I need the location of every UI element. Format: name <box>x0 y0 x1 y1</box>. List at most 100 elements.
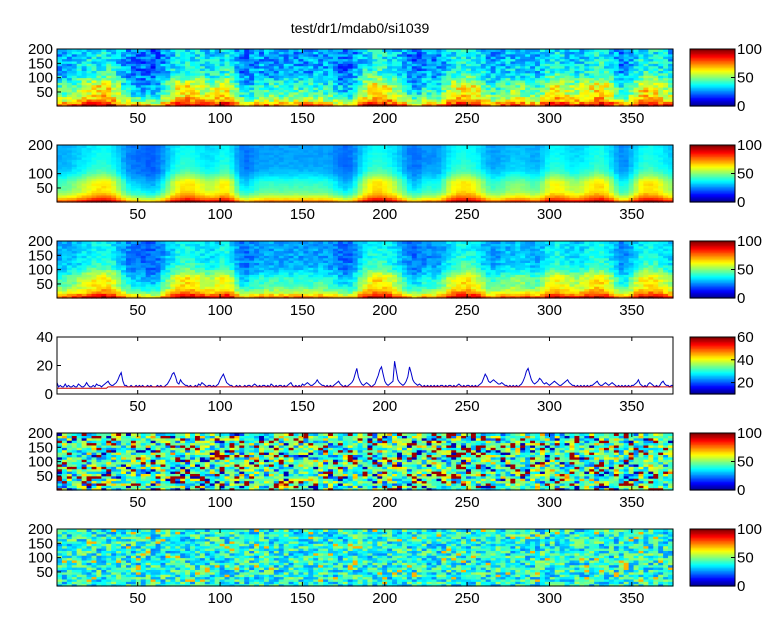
heatmap-cell <box>86 49 93 52</box>
heatmap-cell <box>461 94 467 98</box>
heatmap-cell <box>259 77 265 81</box>
heatmap-cell <box>298 63 304 67</box>
heatmap-cell <box>71 96 78 100</box>
heatmap-cell <box>229 60 236 64</box>
heatmap-cell <box>121 98 127 102</box>
heatmap-cell <box>520 77 526 81</box>
heatmap-cell <box>318 70 324 74</box>
heatmap-cell <box>406 87 413 90</box>
heatmap-cell <box>155 96 162 100</box>
heatmap-cell <box>229 82 236 86</box>
heatmap-cell <box>446 63 452 67</box>
heatmap-cell <box>387 103 393 107</box>
heatmap-cell <box>382 96 388 100</box>
heatmap-cell <box>357 98 364 102</box>
heatmap-cell <box>293 49 300 52</box>
heatmap-cell <box>57 58 63 62</box>
heatmap-cell <box>91 96 98 100</box>
heatmap-cell <box>475 72 482 76</box>
heatmap-cell <box>155 79 162 83</box>
heatmap-cell <box>91 79 98 83</box>
heatmap-cell <box>263 56 270 60</box>
heatmap-cell <box>485 58 492 62</box>
heatmap-cell <box>510 70 516 74</box>
heatmap-cell <box>288 58 295 62</box>
heatmap-cell <box>160 70 167 74</box>
heatmap-cell <box>367 84 373 88</box>
heatmap-cell <box>111 53 117 57</box>
heatmap-cell <box>293 103 300 107</box>
heatmap-cell <box>397 60 403 64</box>
heatmap-cell <box>303 84 309 88</box>
heatmap-cell <box>121 89 127 93</box>
heatmap-cell <box>397 65 403 69</box>
heatmap-cell <box>495 77 502 81</box>
heatmap-cell <box>76 82 83 86</box>
heatmap-cell <box>362 103 369 107</box>
heatmap-cell <box>234 70 240 74</box>
heatmap-cell <box>76 91 83 95</box>
heatmap-cell <box>268 82 275 86</box>
heatmap-cell <box>81 70 88 74</box>
heatmap-cell <box>180 98 186 102</box>
heatmap-cell <box>436 79 442 83</box>
heatmap-cell <box>466 58 472 62</box>
heatmap-cell <box>249 68 255 71</box>
heatmap-cell <box>421 98 428 102</box>
heatmap-cell <box>485 96 492 100</box>
heatmap-cell <box>347 68 354 71</box>
heatmap-cell <box>470 58 477 62</box>
heatmap-cell <box>466 70 472 74</box>
heatmap-cell <box>106 58 112 62</box>
heatmap-cell <box>431 94 438 98</box>
heatmap-cell <box>101 79 107 83</box>
heatmap-cell <box>254 77 260 81</box>
heatmap-cell <box>219 56 226 60</box>
heatmap-cell <box>66 84 73 88</box>
heatmap-cell <box>451 58 457 62</box>
heatmap-cell <box>318 84 324 88</box>
heatmap-cell <box>505 51 511 55</box>
heatmap-cell <box>116 101 122 105</box>
heatmap-cell <box>382 75 388 79</box>
heatmap-cell <box>219 63 226 67</box>
heatmap-cell <box>204 77 211 81</box>
heatmap-cell <box>268 77 275 81</box>
heatmap-cell <box>318 91 324 95</box>
heatmap-cell <box>510 101 516 105</box>
heatmap-cell <box>224 60 231 64</box>
heatmap-cell <box>96 79 102 83</box>
heatmap-cell <box>392 103 398 107</box>
heatmap-cell <box>392 49 398 52</box>
x-tick-label: 100 <box>208 110 233 127</box>
heatmap-cell <box>337 63 344 67</box>
heatmap-cell <box>357 77 364 81</box>
heatmap-cell <box>288 75 295 79</box>
heatmap-cell <box>466 49 472 52</box>
heatmap-cell <box>204 84 211 88</box>
heatmap-cell <box>57 49 63 52</box>
heatmap-cell <box>323 63 329 67</box>
heatmap-cell <box>81 84 88 88</box>
heatmap-cell <box>190 82 196 86</box>
heatmap-cell <box>406 65 413 69</box>
heatmap-cell <box>283 63 290 67</box>
heatmap-cell <box>204 51 211 55</box>
heatmap-cell <box>298 49 304 52</box>
heatmap-cell <box>382 98 388 102</box>
heatmap-cell <box>387 63 393 67</box>
heatmap-cell <box>416 79 423 83</box>
heatmap-cell <box>111 58 117 62</box>
heatmap-cell <box>259 101 265 105</box>
heatmap-cell <box>170 75 176 79</box>
heatmap-cell <box>278 60 285 64</box>
heatmap-cell <box>446 70 452 74</box>
heatmap-cell <box>165 56 171 60</box>
heatmap-cell <box>515 58 521 62</box>
heatmap-cell <box>278 70 285 74</box>
heatmap-cell <box>254 58 260 62</box>
heatmap-cell <box>283 75 290 79</box>
heatmap-cell <box>461 96 467 100</box>
heatmap-cell <box>96 94 102 98</box>
heatmap-cell <box>125 89 132 93</box>
